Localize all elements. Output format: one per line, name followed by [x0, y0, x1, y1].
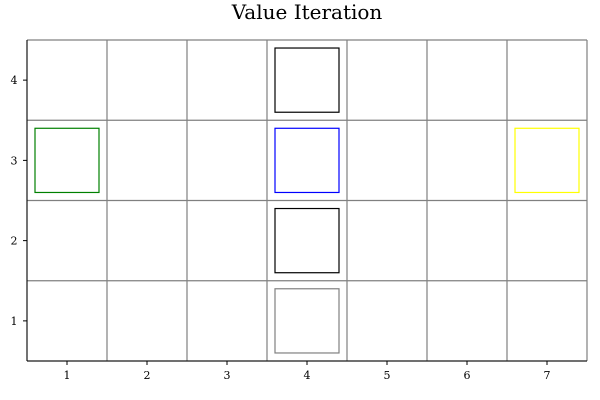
x-tick-label: 3 — [224, 369, 231, 382]
cell-marker — [274, 288, 340, 354]
x-tick-label: 2 — [144, 369, 151, 382]
y-tick-label: 3 — [11, 154, 18, 167]
cell-marker — [274, 127, 340, 194]
y-tick-label: 1 — [11, 315, 18, 328]
chart-title: Value Iteration — [231, 0, 383, 24]
plot-area: 1 2 3 4 5 6 7 1 2 3 4 — [11, 39, 588, 382]
cell-marker — [514, 127, 580, 194]
y-tick-label: 2 — [11, 235, 18, 248]
cell-marker — [274, 47, 340, 113]
x-tick-label: 6 — [464, 369, 471, 382]
cell-marker — [274, 207, 340, 274]
x-tick-label: 5 — [384, 369, 391, 382]
x-tick-label: 7 — [544, 369, 551, 382]
y-tick-label: 4 — [11, 74, 18, 87]
cell-marker — [34, 127, 100, 194]
x-tick-label: 1 — [64, 369, 71, 382]
x-tick-label: 4 — [304, 369, 311, 382]
